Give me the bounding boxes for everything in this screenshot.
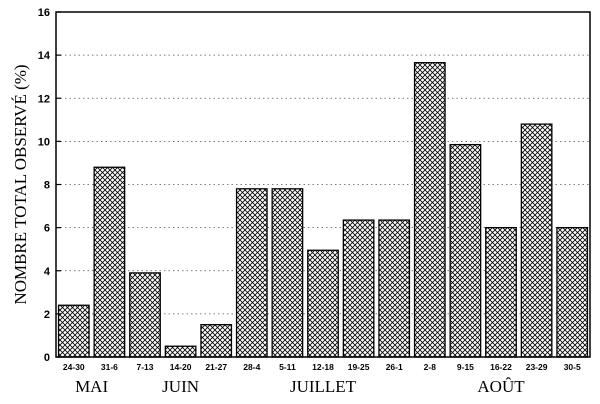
month-label: MAI xyxy=(75,377,108,396)
x-tick-label: 16-22 xyxy=(490,362,512,372)
x-tick-label: 26-1 xyxy=(386,362,403,372)
y-tick-label: 0 xyxy=(44,352,50,364)
bar xyxy=(485,226,517,358)
bars xyxy=(57,62,589,358)
bar xyxy=(235,188,268,358)
x-tick-label: 24-30 xyxy=(63,362,85,372)
x-tick-label: 5-11 xyxy=(279,362,296,372)
x-tick-label: 23-29 xyxy=(526,362,548,372)
bar xyxy=(200,324,233,358)
bar xyxy=(129,272,161,358)
y-tick-label: 16 xyxy=(38,7,50,19)
x-tick-label: 2-8 xyxy=(424,362,437,372)
x-tick-label: 14-20 xyxy=(170,362,192,372)
bar xyxy=(378,219,411,358)
month-label: JUIN xyxy=(162,377,199,396)
month-label: JUILLET xyxy=(290,377,357,396)
y-axis-title: NOMBRE TOTAL OBSERVÉ (%) xyxy=(11,64,30,304)
bar xyxy=(164,345,197,358)
bar xyxy=(449,143,482,358)
x-tick-label: 31-6 xyxy=(101,362,118,372)
y-tick-label: 4 xyxy=(44,266,51,278)
x-axis-categories: 24-30 31-6 7-13 14-20 21-27 28-4 5-11 12-18 19-2… xyxy=(63,362,581,372)
x-axis-months: MAI JUIN JUILLET AOÛT xyxy=(75,377,525,396)
x-tick-label: 12-18 xyxy=(312,362,334,372)
x-tick-label: 9-15 xyxy=(457,362,474,372)
month-label: AOÛT xyxy=(477,377,525,396)
x-tick-label: 21-27 xyxy=(205,362,227,372)
bar xyxy=(307,249,339,358)
x-tick-label: 28-4 xyxy=(243,362,260,372)
x-tick-label: 7-13 xyxy=(136,362,153,372)
bar xyxy=(271,188,304,358)
y-axis: 0 2 4 6 8 10 12 14 16 xyxy=(38,7,61,364)
x-tick-label: 19-25 xyxy=(348,362,370,372)
y-tick-label: 12 xyxy=(38,93,50,105)
bar xyxy=(342,219,375,358)
x-tick-label: 30-5 xyxy=(564,362,581,372)
bar xyxy=(57,304,90,358)
y-tick-label: 8 xyxy=(44,180,50,192)
y-tick-label: 2 xyxy=(44,309,50,321)
bar xyxy=(520,123,553,358)
bar xyxy=(413,62,446,358)
y-tick-label: 10 xyxy=(38,136,50,148)
y-tick-label: 6 xyxy=(44,223,50,235)
y-tick-label: 14 xyxy=(38,50,51,62)
bar xyxy=(93,166,126,358)
bar xyxy=(556,226,589,358)
